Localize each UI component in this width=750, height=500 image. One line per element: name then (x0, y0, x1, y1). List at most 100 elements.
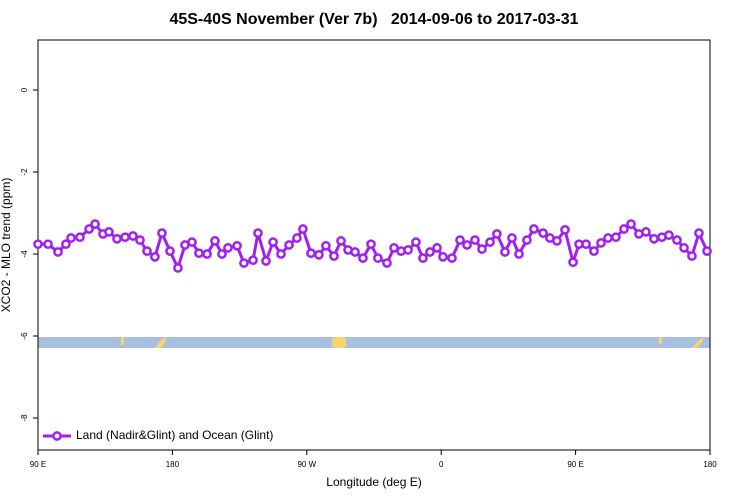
data-point (120, 232, 130, 243)
data-point (672, 235, 682, 245)
x-axis-label: Longitude (deg E) (326, 475, 421, 489)
data-point (276, 249, 286, 259)
data-point (314, 249, 324, 260)
data-point (649, 234, 659, 244)
data-point (53, 247, 63, 257)
data-point (210, 236, 220, 246)
data-point (679, 243, 689, 253)
data-point (485, 237, 495, 247)
data-point (75, 232, 85, 243)
data-point (142, 246, 152, 256)
data-point (425, 247, 435, 257)
y-tick-label: -8 (20, 414, 29, 422)
data-point (284, 240, 294, 250)
data-point (455, 235, 465, 245)
data-point (217, 249, 227, 259)
data-point (664, 230, 674, 241)
data-point (552, 236, 562, 246)
data-point (336, 236, 346, 246)
data-point (626, 219, 636, 229)
data-point (194, 248, 204, 259)
data-point (268, 237, 278, 247)
data-point (619, 224, 629, 234)
data-point (135, 235, 145, 245)
data-point (232, 240, 242, 251)
data-point (477, 244, 487, 254)
y-tick-label: -4 (20, 250, 29, 258)
data-point (411, 237, 421, 247)
data-point (239, 258, 249, 268)
data-point (560, 224, 570, 235)
land-patch (121, 337, 124, 345)
data-point (702, 246, 712, 256)
data-point (292, 233, 302, 243)
y-axis-label: XCO2 - MLO trend (ppm) (0, 178, 13, 313)
data-point (403, 245, 413, 255)
data-point (61, 239, 71, 250)
data-point (248, 255, 258, 266)
data-point (432, 243, 442, 253)
land-patch (692, 337, 703, 348)
x-tick-label: 90 E (567, 460, 583, 469)
data-point (500, 247, 510, 257)
data-point (104, 227, 114, 237)
land-patch (659, 337, 662, 344)
data-point (418, 253, 428, 263)
data-point (350, 247, 360, 257)
data-point (43, 239, 53, 250)
data-point (596, 238, 606, 248)
data-point (223, 243, 233, 253)
x-tick-label: 0 (439, 460, 444, 469)
data-point (128, 231, 138, 241)
data-point (538, 228, 548, 238)
data-point (529, 224, 539, 234)
data-point (438, 252, 448, 262)
data-point (470, 235, 480, 245)
data-point (90, 219, 100, 229)
x-tick-label: 180 (166, 460, 180, 469)
data-point (514, 249, 524, 259)
data-point (687, 251, 697, 261)
data-point (447, 253, 457, 263)
y-tick-label: -2 (20, 168, 29, 176)
data-point (366, 239, 376, 250)
data-point (373, 253, 383, 263)
data-point (187, 237, 197, 247)
data-point (603, 233, 613, 243)
data-point (253, 228, 263, 238)
data-point (329, 251, 339, 261)
x-tick-label: 90 E (30, 460, 46, 469)
data-point (589, 246, 599, 256)
data-point (33, 239, 43, 250)
data-point (581, 239, 591, 250)
data-point (507, 233, 517, 243)
data-point (568, 257, 578, 268)
legend-label: Land (Nadir&Glint) and Ocean (Glint) (76, 428, 273, 442)
data-point (321, 240, 331, 251)
chart-title: 45S-40S November (Ver 7b) 2014-09-06 to … (169, 11, 578, 28)
data-point (522, 235, 532, 245)
data-point (112, 234, 122, 244)
land-patch (332, 337, 346, 348)
data-point (261, 256, 271, 266)
data-point (298, 224, 308, 234)
data-point (66, 233, 76, 243)
data-point (165, 246, 175, 256)
data-point (84, 224, 94, 234)
data-point (173, 263, 183, 273)
land-patch (155, 337, 166, 348)
legend-marker (52, 431, 62, 441)
data-point (492, 229, 502, 239)
x-tick-label: 180 (703, 460, 717, 469)
data-point (150, 252, 160, 262)
data-point (157, 228, 167, 238)
y-tick-label: 0 (20, 87, 29, 92)
ocean-band (38, 337, 710, 348)
data-point (694, 228, 704, 238)
data-point (306, 248, 316, 259)
x-tick-label: 90 W (297, 460, 316, 469)
land-ocean-strip (38, 337, 710, 348)
y-tick-label: -6 (20, 332, 29, 340)
